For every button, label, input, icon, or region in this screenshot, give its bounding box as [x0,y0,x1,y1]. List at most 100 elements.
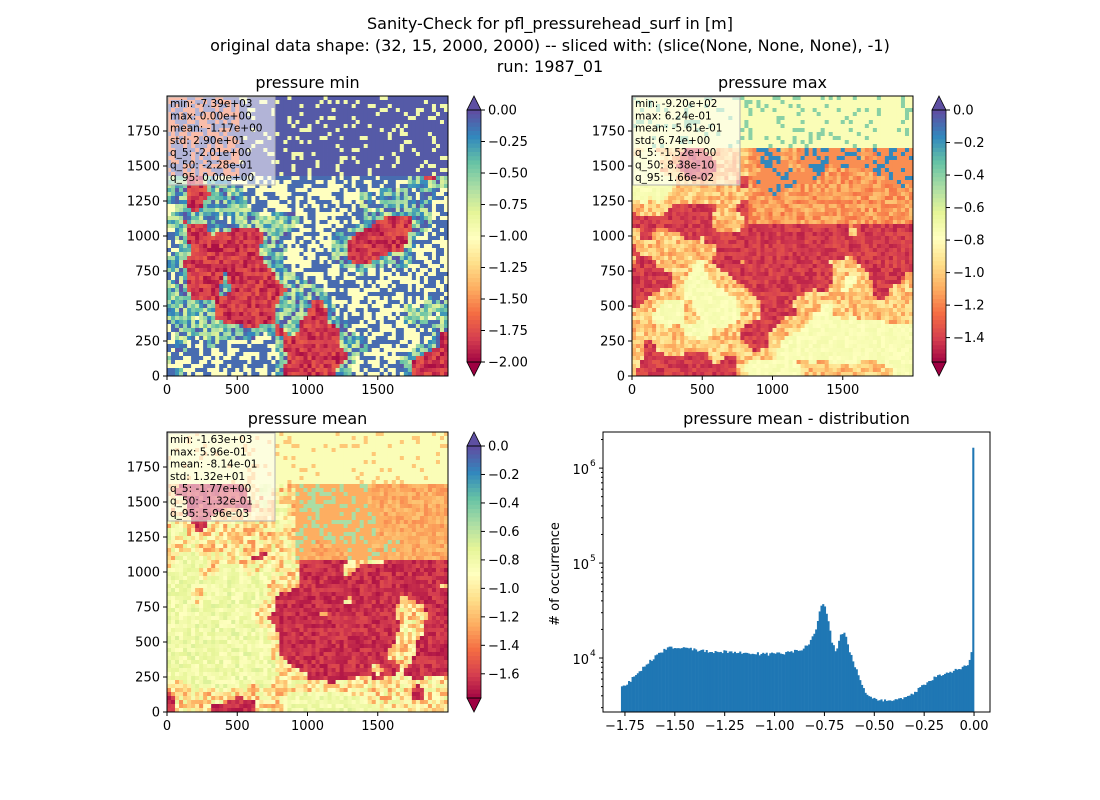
heatmap-cell [195,324,200,329]
heatmap-cell [207,328,212,333]
heatmap-cell [335,368,341,373]
heatmap-cell [343,284,349,289]
heatmap-cell [251,336,256,341]
heatmap-cell [443,176,449,181]
heatmap-cell [279,172,284,177]
heatmap-cell [219,236,224,241]
heatmap-cell [247,284,252,289]
heatmap-cell [431,96,437,101]
heatmap-cell [327,320,332,325]
heatmap-cell [323,132,328,137]
heatmap-cell [307,164,312,169]
heatmap-cell [227,368,232,373]
heatmap-cell [179,280,184,285]
heatmap-cell [335,356,341,361]
heatmap-cell [255,268,260,273]
heatmap-cell [251,308,256,313]
heatmap-cell [315,120,320,125]
heatmap-cell [343,172,349,177]
heatmap-cell [411,340,417,345]
heatmap-cell [351,280,357,285]
heatmap-cell [203,184,208,189]
heatmap-cell [323,320,328,325]
heatmap-cell [251,236,256,241]
heatmap-cell [275,252,280,257]
heatmap-cell [351,104,357,109]
heatmap-cell [363,368,369,373]
panel-title: pressure min [255,73,359,92]
heatmap-cell [439,244,445,249]
heatmap-cell [291,244,296,249]
heatmap-cell [267,264,272,269]
heatmap-cell [315,328,320,333]
heatmap-cell [195,192,200,197]
heatmap-cell [231,192,236,197]
heatmap-cell [391,340,397,345]
heatmap-cell [387,104,393,109]
heatmap-cell [331,296,336,301]
heatmap-cell [231,368,236,373]
heatmap-cell [375,128,381,133]
heatmap-cell [383,128,389,133]
heatmap-cell [235,304,240,309]
heatmap-cell [399,284,405,289]
heatmap-cell [371,188,377,193]
heatmap-cell [419,356,425,361]
heatmap-cell [407,356,413,361]
heatmap-cell [295,348,300,353]
heatmap-cell [291,192,296,197]
heatmap-cell [279,156,284,161]
heatmap-cell [239,220,244,225]
heatmap-cell [387,320,393,325]
heatmap-cell [255,272,260,277]
heatmap-cell [371,360,377,365]
heatmap-cell [391,160,397,165]
heatmap-cell [395,252,401,257]
heatmap-cell [355,160,361,165]
heatmap-cell [211,292,216,297]
heatmap-cell [251,284,256,289]
heatmap-cell [199,324,204,329]
heatmap-cell [171,296,176,301]
heatmap-cell [383,104,389,109]
heatmap-cell [331,180,336,185]
heatmap-cell [431,344,437,349]
heatmap-cell [235,212,240,217]
heatmap-cell [427,308,433,313]
heatmap-cell [359,112,365,117]
heatmap-cell [347,356,353,361]
heatmap-cell [363,324,369,329]
heatmap-cell [395,260,401,265]
heatmap-cell [235,332,240,337]
heatmap-cell [287,128,292,133]
heatmap-cell [287,140,292,145]
heatmap-cell [175,348,180,353]
heatmap-cell [383,236,389,241]
heatmap-cell [231,296,236,301]
heatmap-cell [403,304,409,309]
heatmap-cell [179,372,184,377]
heatmap-cell [171,340,176,345]
heatmap-cell [255,192,260,197]
heatmap-cell [191,188,196,193]
heatmap-cell [311,284,316,289]
heatmap-cell [387,348,393,353]
heatmap-cell [315,228,320,233]
heatmap-cell [395,264,401,269]
heatmap-cell [195,276,200,281]
heatmap-cell [343,152,349,157]
heatmap-cell [347,184,353,189]
heatmap-cell [435,208,441,213]
heatmap-cell [283,128,288,133]
heatmap-cell [415,252,421,257]
heatmap-cell [323,152,328,157]
heatmap-cell [431,180,437,185]
heatmap-cell [351,148,357,153]
heatmap-cell [207,196,212,201]
heatmap-cell [391,300,397,305]
heatmap-cell [187,256,192,261]
heatmap-cell [315,140,320,145]
heatmap-cell [415,364,421,369]
heatmap-cell [387,164,393,169]
